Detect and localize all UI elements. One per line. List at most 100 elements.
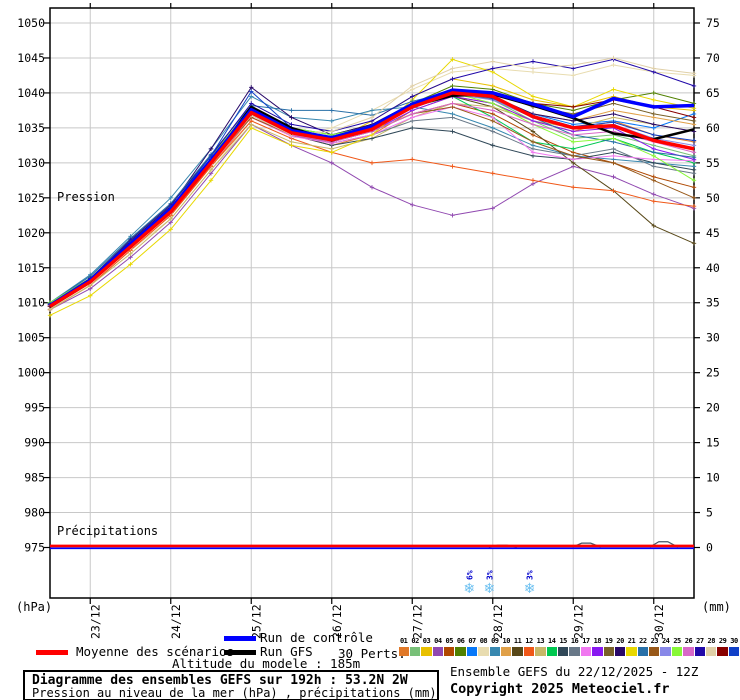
member-legend-item: 17 — [580, 637, 592, 656]
svg-text:60: 60 — [706, 121, 720, 135]
member-number: 02 — [411, 637, 419, 645]
snowflake-icon: ❄ — [484, 581, 496, 597]
member-number: 14 — [548, 637, 556, 645]
member-number: 17 — [582, 637, 590, 645]
snow-probability-label: 3% — [526, 570, 535, 580]
svg-text:(mm): (mm) — [702, 600, 731, 614]
member-color-swatch — [398, 647, 409, 656]
member-color-swatch — [512, 647, 523, 656]
svg-text:45: 45 — [706, 226, 720, 240]
member-legend-item: 03 — [421, 637, 432, 656]
member-color-swatch — [694, 647, 706, 656]
member-number: 27 — [696, 637, 704, 645]
ensemble-mean-label: Moyenne des scénarios — [76, 644, 235, 659]
svg-text:975: 975 — [24, 541, 45, 555]
perturbations-count-label: 30 Perts. — [338, 646, 406, 661]
snowflake-icon: ❄ — [524, 581, 536, 597]
member-number: 23 — [650, 637, 659, 645]
member-color-swatch — [592, 647, 603, 656]
member-legend-item: 13 — [535, 637, 546, 656]
ensemble-mean-swatch — [36, 650, 68, 655]
member-number: 06 — [456, 637, 465, 645]
svg-text:990: 990 — [24, 436, 45, 450]
member-legend-item: 20 — [614, 637, 626, 656]
member-legend-item: 08 — [478, 637, 489, 656]
ensemble-pressure-chart: 975 0 980 5 985 10 990 15 995 20 1000 25 1005 30 1010 3… — [16, 3, 731, 639]
member-color-swatch — [671, 647, 683, 656]
member-legend-item: 14 — [546, 637, 557, 656]
svg-text:25/12: 25/12 — [249, 604, 263, 639]
svg-text:29/12: 29/12 — [571, 604, 585, 639]
member-legend-item: 24 — [660, 637, 671, 656]
svg-text:28/12: 28/12 — [491, 604, 505, 639]
svg-text:985: 985 — [24, 471, 45, 485]
member-color-swatch — [523, 647, 535, 656]
member-legend-item: 26 — [683, 637, 694, 656]
run-date-label: Ensemble GEFS du 22/12/2025 - 12Z — [450, 664, 699, 679]
member-number: 30 — [730, 637, 738, 645]
diagram-subtitle: Pression au niveau de la mer (hPa) , pré… — [32, 686, 437, 700]
member-number: 25 — [673, 637, 681, 645]
member-legend-item: 02 — [409, 637, 421, 656]
member-color-legend: 01 02 03 04 05 06 07 08 09 10 11 12 13 14 15 16 17 18 19 20… — [398, 637, 740, 656]
snow-probability-label: 6% — [465, 570, 474, 580]
diagram-info-box: Diagramme des ensembles GEFS sur 192h : … — [23, 670, 439, 700]
svg-text:980: 980 — [24, 506, 45, 520]
svg-text:65: 65 — [706, 86, 720, 100]
member-number: 22 — [639, 637, 647, 645]
member-color-swatch — [569, 647, 580, 656]
svg-text:55: 55 — [706, 156, 720, 170]
member-color-swatch — [478, 647, 489, 656]
svg-text:27/12: 27/12 — [410, 604, 424, 639]
member-number: 21 — [627, 637, 636, 645]
model-altitude-label: Altitude du modele : 185m — [172, 656, 361, 671]
svg-text:1020: 1020 — [17, 226, 45, 240]
member-legend-item: 25 — [671, 637, 683, 656]
svg-text:70: 70 — [706, 51, 720, 65]
snowflake-icon: ❄ — [463, 581, 475, 597]
member-legend-item: 09 — [489, 637, 501, 656]
svg-text:75: 75 — [706, 16, 720, 30]
member-legend-item: 18 — [592, 637, 603, 656]
member-legend-item: 01 — [398, 637, 409, 656]
svg-text:1015: 1015 — [17, 261, 45, 275]
member-color-swatch — [535, 647, 546, 656]
svg-text:1035: 1035 — [17, 121, 45, 135]
member-color-swatch — [466, 647, 478, 656]
svg-text:10: 10 — [706, 471, 720, 485]
member-number: 10 — [502, 637, 510, 645]
member-number: 29 — [718, 637, 727, 645]
member-number: 05 — [445, 637, 454, 645]
member-color-swatch — [728, 647, 740, 656]
member-legend-item: 07 — [466, 637, 478, 656]
member-legend-item: 28 — [706, 637, 717, 656]
member-color-swatch — [614, 647, 626, 656]
member-color-swatch — [489, 647, 501, 656]
member-number: 20 — [616, 637, 624, 645]
member-number: 15 — [559, 637, 567, 645]
gfs-run-label: Run GFS — [260, 644, 313, 659]
svg-text:15: 15 — [706, 436, 720, 450]
member-color-swatch — [717, 647, 728, 656]
member-number: 11 — [513, 637, 522, 645]
svg-text:1030: 1030 — [17, 156, 45, 170]
member-number: 19 — [605, 637, 613, 645]
control-run-label: Run de contrôle — [260, 630, 373, 645]
svg-text:995: 995 — [24, 401, 45, 415]
svg-text:50: 50 — [706, 191, 720, 205]
member-legend-item: 30 — [728, 637, 740, 656]
svg-text:30: 30 — [706, 331, 720, 345]
member-number: 26 — [684, 637, 693, 645]
svg-text:1000: 1000 — [17, 366, 45, 380]
member-legend-item: 15 — [557, 637, 569, 656]
member-color-swatch — [421, 647, 432, 656]
member-color-swatch — [580, 647, 592, 656]
member-color-swatch — [649, 647, 660, 656]
member-color-swatch — [706, 647, 717, 656]
member-number: 28 — [707, 637, 716, 645]
member-legend-item: 16 — [569, 637, 580, 656]
svg-text:0: 0 — [706, 541, 713, 555]
member-color-swatch — [432, 647, 444, 656]
member-legend-item: 05 — [444, 637, 455, 656]
member-color-swatch — [660, 647, 671, 656]
